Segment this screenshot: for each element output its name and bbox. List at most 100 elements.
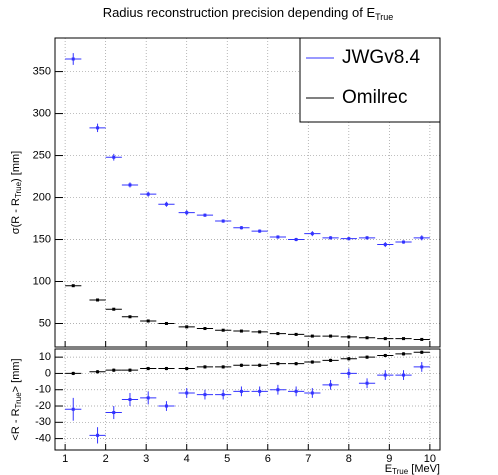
y-axis-label: <R - RTrue> [mm] [10,358,23,440]
point [164,321,168,325]
point [239,226,243,230]
point [71,371,75,375]
point [276,332,280,336]
x-tick-label: 1 [62,453,68,465]
point [146,367,150,371]
point [294,389,298,393]
point [310,334,314,338]
point [146,396,150,400]
x-tick-label: 6 [265,453,271,465]
point [203,393,207,397]
point [383,337,387,341]
point [365,381,369,385]
legend-box [299,37,441,123]
label-end: > [mm] [10,358,22,392]
x-tick-label: 4 [184,453,190,465]
point [96,370,100,374]
label-text: <R - R [10,408,22,440]
point [310,232,314,236]
label-text: σ(R - R [10,198,22,234]
y-tick-label: 50 [39,317,51,329]
point [239,363,243,367]
point [402,352,406,356]
point [128,368,132,372]
point [402,373,406,377]
point [310,360,314,364]
point [203,365,207,369]
plot-frame [54,348,441,451]
x-tick-label: 9 [386,453,392,465]
point [276,362,280,366]
point [185,367,189,371]
point [128,183,132,187]
point [347,371,351,375]
point [203,213,207,217]
point [258,330,262,334]
point [258,389,262,393]
y-tick-label: -40 [35,433,51,445]
point [221,393,225,397]
point [258,229,262,233]
y-tick-label: 250 [33,149,51,161]
point [146,192,150,196]
point [128,398,132,401]
y-tick-label: 350 [33,65,51,77]
y-tick-label: -30 [35,416,51,428]
y-tick-label: -10 [35,384,51,396]
point [185,391,189,395]
point [96,433,100,437]
point [185,211,189,215]
point [347,237,351,241]
point [276,388,280,392]
point [329,236,333,240]
point [402,337,406,341]
point [329,334,333,338]
point [420,337,424,341]
legend-label: Omilrec [342,87,407,108]
point [185,325,189,329]
y-tick-label: 150 [33,233,51,245]
label-end: ) [mm] [10,151,22,182]
point [221,219,225,223]
point [128,315,132,319]
point [383,243,387,247]
chart-title: Radius reconstruction precision dependin… [103,5,394,22]
point [258,363,262,367]
point [71,284,75,288]
point [112,411,116,415]
x-tick-label: 3 [143,453,149,465]
y-tick-label: 300 [33,107,51,119]
point [383,373,387,377]
x-axis-label: ETrue [MeV] [385,463,440,475]
point [239,389,243,393]
label-sub: True [392,467,409,475]
point [365,236,369,240]
point [347,357,351,361]
y-tick-label: 0 [45,367,51,379]
point [294,332,298,336]
point [329,358,333,362]
point [420,236,424,240]
point [310,391,314,395]
point [383,354,387,358]
point [71,57,75,61]
x-tick-label: 5 [224,453,230,465]
point [221,328,225,332]
legend-label: JWGv8.4 [342,47,421,68]
label-sub: True [14,392,23,409]
label-sub: True [14,181,23,198]
point [71,407,75,411]
point [164,367,168,371]
y-tick-label: 100 [33,275,51,287]
point [112,368,116,372]
y-tick-label: 10 [39,351,51,363]
plot-frame [54,37,441,348]
point [112,155,116,159]
point [294,362,298,366]
point [221,365,225,369]
x-tick-label: 2 [103,453,109,465]
point [276,235,280,239]
label-text: E [385,463,392,475]
point [239,329,243,333]
